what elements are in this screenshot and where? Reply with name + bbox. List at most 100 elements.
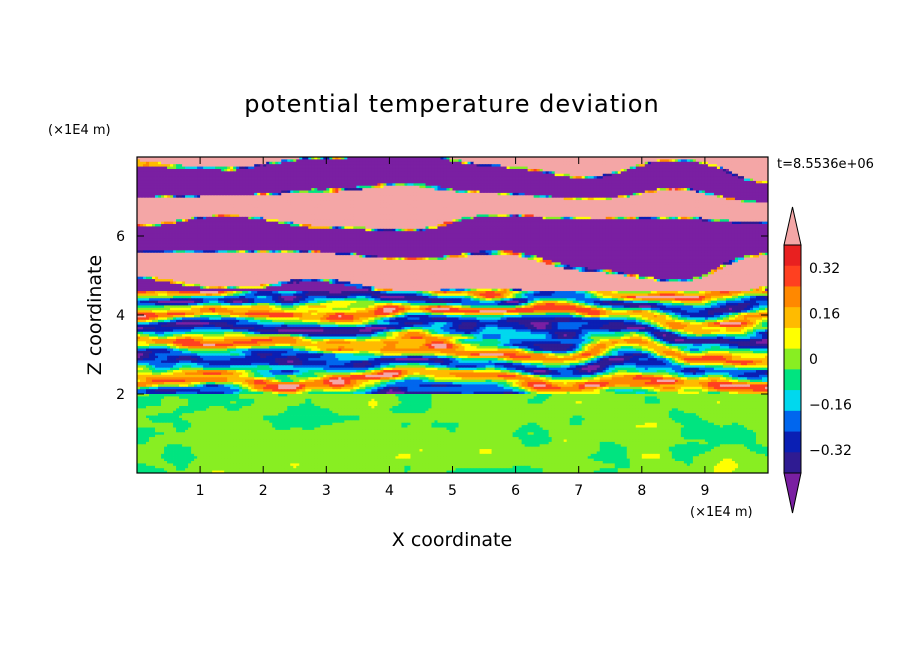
contour-cell [350, 183, 354, 187]
contour-cell [317, 166, 321, 170]
contour-cell [605, 188, 610, 191]
contour-cell [200, 178, 204, 182]
contour-cell [383, 164, 387, 167]
contour-cell [629, 178, 634, 182]
contour-cell [377, 185, 381, 189]
contour-cell [413, 195, 417, 199]
contour-cell [734, 200, 739, 203]
contour-cell [299, 200, 303, 203]
contour-cell [704, 202, 709, 206]
contour-cell [617, 159, 622, 163]
contour-cell [515, 178, 519, 182]
contour-cell [275, 180, 279, 184]
contour-cell [563, 157, 568, 160]
contour-cell [464, 188, 468, 191]
contour-cell [599, 168, 604, 172]
contour-cell [572, 204, 577, 208]
contour-cell [197, 157, 201, 160]
contour-cell [608, 190, 613, 194]
contour-cell [458, 200, 462, 203]
contour-cell [269, 192, 273, 196]
contour-cell [530, 204, 535, 208]
contour-cell [662, 209, 667, 213]
contour-cell [689, 185, 694, 189]
contour-cell [362, 200, 366, 203]
contour-cell [329, 185, 333, 189]
contour-cell [485, 204, 489, 208]
contour-cell [179, 190, 183, 194]
contour-cell [593, 180, 598, 184]
contour-cell [749, 176, 754, 179]
contour-cell [221, 200, 225, 203]
contour-cell [560, 166, 565, 170]
contour-cell [503, 190, 507, 194]
contour-cell [737, 166, 742, 170]
contour-cell [401, 180, 405, 184]
contour-cell [473, 188, 477, 191]
contour-cell [518, 212, 522, 215]
contour-cell [392, 166, 396, 170]
contour-cell [437, 180, 441, 184]
contour-cell [605, 197, 610, 201]
contour-cell [386, 212, 390, 215]
contour-cell [677, 168, 682, 172]
contour-cell [380, 204, 384, 208]
contour-cell [290, 159, 294, 163]
contour-cell [371, 202, 375, 206]
contour-cell [560, 180, 565, 184]
contour-cell [680, 180, 685, 184]
contour-cell [713, 164, 718, 167]
contour-cell [560, 173, 565, 177]
contour-cell [602, 202, 607, 206]
contour-cell [740, 168, 745, 172]
contour-cell [167, 185, 171, 189]
contour-cell [449, 188, 453, 191]
contour-cell [449, 197, 453, 201]
contour-cell [164, 173, 168, 177]
contour-cell [296, 200, 300, 203]
contour-cell [299, 161, 303, 165]
contour-cell [614, 168, 619, 172]
contour-cell [416, 200, 420, 203]
contour-cell [266, 192, 270, 196]
contour-cell [572, 185, 577, 189]
contour-cell [602, 195, 607, 199]
contour-cell [530, 200, 535, 203]
contour-cell [677, 171, 682, 175]
contour-cell [146, 195, 150, 199]
contour-cell [203, 166, 207, 170]
contour-cell [368, 171, 372, 175]
contour-cell [704, 209, 709, 213]
contour-cell [458, 183, 462, 187]
contour-cell [524, 171, 529, 175]
contour-cell [686, 183, 691, 187]
contour-cell [719, 202, 724, 206]
contour-cell [173, 183, 177, 187]
contour-cell [665, 168, 670, 172]
contour-cell [710, 188, 715, 191]
contour-cell [461, 161, 465, 165]
contour-cell [431, 171, 435, 175]
contour-cell [686, 176, 691, 179]
contour-cell [581, 185, 586, 189]
contour-cell [257, 212, 261, 215]
contour-cell [314, 209, 318, 213]
contour-cell [290, 164, 294, 167]
contour-cell [728, 164, 733, 167]
contour-cell [353, 202, 357, 206]
contour-cell [344, 207, 348, 211]
contour-cell [188, 197, 192, 201]
contour-cell [446, 212, 450, 215]
contour-cell [290, 209, 294, 213]
contour-cell [599, 166, 604, 170]
contour-cell [356, 188, 360, 191]
contour-cell [578, 190, 583, 194]
contour-cell [602, 168, 607, 172]
contour-cell [290, 176, 294, 179]
contour-cell [428, 183, 432, 187]
contour-cell [701, 183, 706, 187]
contour-cell [464, 157, 468, 160]
contour-cell [350, 171, 354, 175]
contour-cell [242, 188, 246, 191]
contour-cell [626, 192, 631, 196]
